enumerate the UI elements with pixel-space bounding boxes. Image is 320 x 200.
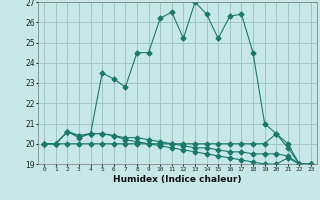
X-axis label: Humidex (Indice chaleur): Humidex (Indice chaleur): [113, 175, 242, 184]
